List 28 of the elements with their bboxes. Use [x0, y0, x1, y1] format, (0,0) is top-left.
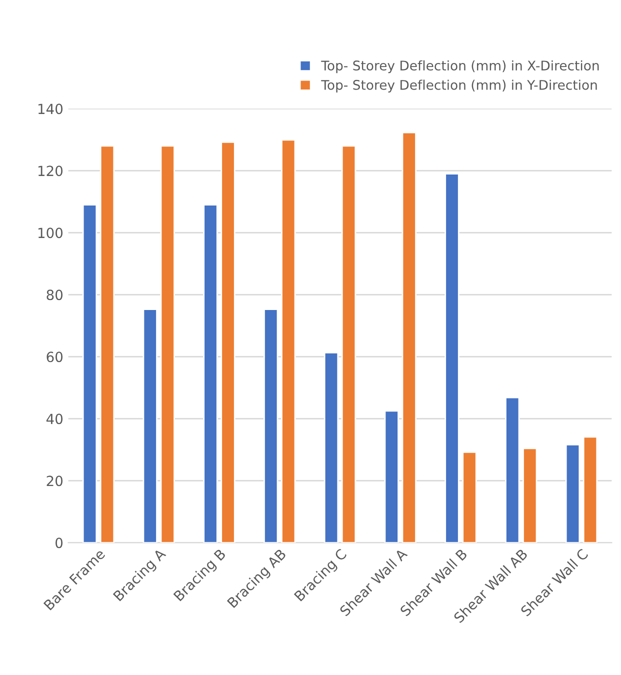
bar	[565, 444, 580, 543]
bar	[402, 132, 416, 543]
bar	[505, 396, 520, 543]
y-tick-label: 20	[46, 476, 63, 486]
bar	[281, 139, 296, 543]
bar	[160, 145, 175, 543]
bar	[100, 145, 115, 543]
bar	[384, 410, 399, 543]
y-tick-label: 120	[38, 166, 63, 176]
bar	[142, 308, 158, 543]
y-tick-label: 100	[38, 228, 63, 238]
bar	[582, 436, 598, 543]
bar	[203, 204, 218, 543]
y-tick-label: 140	[38, 104, 63, 114]
y-tick-label: 0	[56, 538, 63, 548]
y-tick-label: 40	[46, 414, 63, 424]
bar	[341, 145, 356, 543]
bar	[522, 448, 538, 543]
bar	[220, 141, 236, 543]
y-tick-label: 80	[46, 290, 63, 300]
bar	[444, 173, 460, 543]
bar	[82, 204, 98, 543]
legend-label: Top- Storey Deflection (mm) in X-Direction	[321, 60, 599, 74]
bar	[264, 308, 278, 543]
y-tick-label: 60	[46, 352, 63, 362]
bar	[324, 352, 339, 543]
bar	[462, 451, 477, 543]
legend-label: Top- Storey Deflection (mm) in Y-Direction	[321, 80, 597, 92]
